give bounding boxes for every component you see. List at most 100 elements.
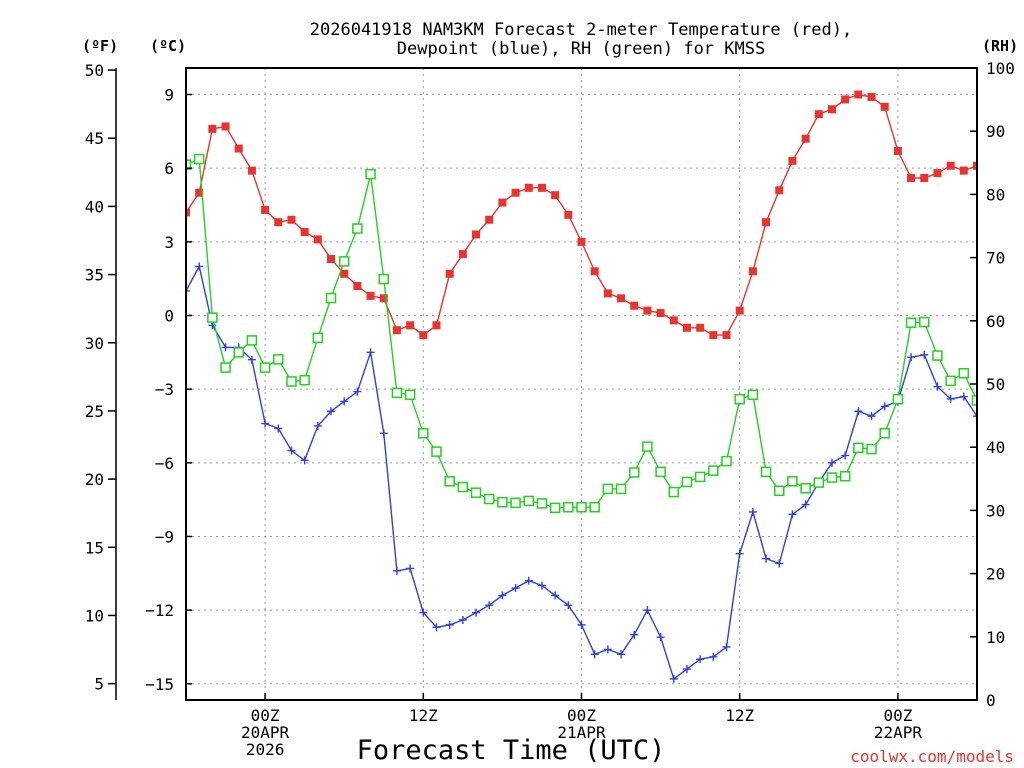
celsius-tick-label: 6 xyxy=(164,159,174,178)
rh-point xyxy=(431,446,442,457)
rh-point xyxy=(233,347,244,358)
rh-point xyxy=(299,374,310,386)
rh-point xyxy=(694,471,706,483)
fahrenheit-tick-label: 20 xyxy=(85,470,104,489)
dewpoint-point xyxy=(274,424,283,433)
rh-point xyxy=(628,467,640,478)
rh-tick-label: 90 xyxy=(986,122,1005,141)
celsius-tick-label: −15 xyxy=(145,675,174,694)
rh-point xyxy=(536,498,548,509)
celsius-tick-label: 9 xyxy=(164,86,174,105)
temperature-point xyxy=(656,309,665,318)
temperature-point xyxy=(340,269,349,278)
rh-point xyxy=(457,481,469,493)
celsius-unit-label: (ºC) xyxy=(150,37,186,55)
fahrenheit-tick-label: 5 xyxy=(94,675,104,694)
rh-point xyxy=(273,354,284,365)
rh-tick-label: 10 xyxy=(986,628,1005,647)
temperature-point xyxy=(353,282,362,291)
dewpoint-point xyxy=(656,633,665,642)
dewpoint-point xyxy=(669,674,678,683)
dewpoint-point xyxy=(827,458,836,467)
dewpoint-point xyxy=(907,353,916,362)
labels: 2026041918 NAM3KM Forecast 2-meter Tempe… xyxy=(82,20,1018,766)
dewpoint-point xyxy=(287,446,296,455)
fahrenheit-tick-label: 35 xyxy=(85,266,104,285)
temperature-point xyxy=(973,161,977,170)
temperature-point xyxy=(959,166,968,175)
temperature-point xyxy=(722,331,731,340)
rh-point xyxy=(839,471,851,482)
time-tick-label: 12Z xyxy=(409,706,438,725)
temperature-point xyxy=(880,102,889,111)
dewpoint-point xyxy=(300,456,309,465)
fahrenheit-tick-label: 10 xyxy=(85,606,104,625)
temperature-point xyxy=(630,301,639,310)
celsius-tick-label: −3 xyxy=(155,380,174,399)
dewpoint-point xyxy=(682,665,691,674)
temperature-point xyxy=(287,215,296,224)
rh-point xyxy=(813,477,825,488)
rh-tick-label: 70 xyxy=(986,249,1005,268)
temperature-point xyxy=(379,294,388,303)
dewpoint-point xyxy=(564,601,573,610)
temperature-point xyxy=(524,183,533,192)
rh-point xyxy=(576,501,587,513)
rh-point xyxy=(986,414,995,423)
rh-point xyxy=(563,501,574,513)
rh-point xyxy=(483,493,495,505)
dewpoint-point xyxy=(788,510,797,519)
dewpoint-point xyxy=(247,355,256,364)
rh-point xyxy=(905,317,917,328)
rh-point xyxy=(932,350,943,361)
dewpoint-point xyxy=(617,650,626,659)
rh-point xyxy=(193,153,205,165)
dewpoint-point xyxy=(406,564,415,573)
rh-tick-label: 100 xyxy=(986,59,1015,78)
temperature-point xyxy=(696,323,705,332)
dewpoint-point xyxy=(419,608,428,617)
chart-title-line1: 2026041918 NAM3KM Forecast 2-meter Tempe… xyxy=(310,20,852,40)
dewpoint-point xyxy=(392,566,401,575)
temperature-point xyxy=(748,267,757,276)
dewpoint-point xyxy=(722,642,731,651)
dewpoint-point xyxy=(551,591,560,600)
temperature-point xyxy=(946,161,955,170)
rh-point xyxy=(681,476,693,488)
temperature-point xyxy=(775,186,784,195)
rh-point xyxy=(365,168,376,180)
rh-point xyxy=(220,362,231,373)
rh-point xyxy=(391,387,403,399)
rh-point xyxy=(853,442,864,454)
dewpoint-point xyxy=(445,620,454,629)
axes: 9630−3−6−9−12−15504540353025201510510090… xyxy=(85,59,1015,759)
rh-point xyxy=(879,428,890,439)
dewpoint-point xyxy=(511,584,520,593)
series-line-dewpoint xyxy=(186,264,977,681)
temperature-point xyxy=(603,289,612,298)
fahrenheit-tick-label: 25 xyxy=(85,402,104,421)
fahrenheit-tick-label: 45 xyxy=(85,129,104,148)
temperature-point xyxy=(498,198,507,207)
series-relative-humidity xyxy=(186,153,995,514)
temperature-point xyxy=(419,331,428,340)
rh-point xyxy=(734,393,745,405)
dewpoint-point xyxy=(432,623,441,632)
dewpoint-point xyxy=(762,554,771,563)
chart-title-line2: Dewpoint (blue), RH (green) for KMSS xyxy=(397,39,765,59)
temperature-point xyxy=(445,269,454,278)
temperature-point xyxy=(762,218,771,227)
temperature-point xyxy=(537,183,546,192)
dewpoint-point xyxy=(643,606,652,615)
temperature-point xyxy=(261,205,270,214)
dewpoint-point xyxy=(801,500,810,509)
rh-point xyxy=(721,455,732,467)
rh-point xyxy=(945,375,956,387)
celsius-tick-label: −12 xyxy=(145,601,174,620)
rh-point xyxy=(655,466,666,478)
dewpoint-point xyxy=(537,581,546,590)
celsius-tick-label: 0 xyxy=(164,306,174,325)
rh-point xyxy=(919,316,930,328)
temperature-point xyxy=(392,326,401,335)
